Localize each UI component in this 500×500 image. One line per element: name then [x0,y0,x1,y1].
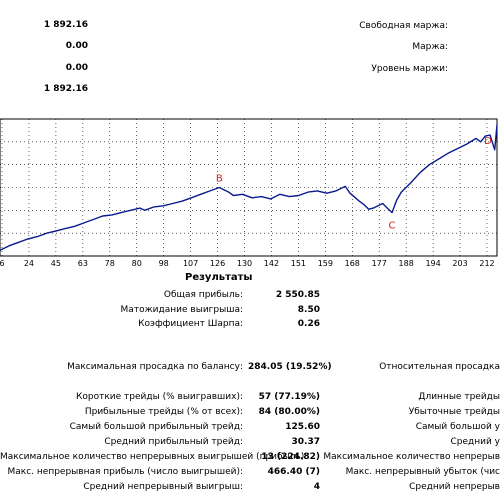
chart-x-axis: 6 24 45 63 78 80 98 107 126 130 142 151 159 168 177 188… [0,259,495,268]
profit-trades-value: 84 (80.00%) [258,407,320,417]
margin-label: Маржа: [412,42,448,52]
x-tick-label: 98 [159,259,169,268]
average-consecutive-wins-label: Средний непрерывный выигрыш: [83,482,243,492]
x-tick-label: 168 [345,259,360,268]
short-trades-value: 57 (77.19%) [258,392,320,402]
x-tick-label: 151 [291,259,306,268]
average-loss-trade-label: Средний у [450,437,500,447]
max-balance-drawdown-label: Максимальная просадка по балансу: [67,362,243,372]
x-tick-label: 130 [237,259,252,268]
max-consecutive-wins-value: 13 (224.82) [261,452,320,462]
max-consecutive-profit-value: 466.40 (7) [267,467,320,477]
average-profit-trade-label: Средний прибыльный трейд: [104,437,243,447]
average-consecutive-wins-value: 4 [313,482,320,492]
max-consecutive-wins-label: Максимальное количество непрерывных выиг… [0,452,308,462]
sharpe-value: 0.26 [297,319,320,329]
expected-payoff-label: Матожидание выигрыша: [120,305,243,315]
balance-chart-svg: 6 24 45 63 78 80 98 107 126 130 142 151 159 168 177 188… [0,118,498,268]
max-consecutive-loss-label: Макс. непрерывный убыток (чис [345,467,500,477]
chart-point-labels: B C D [216,136,492,232]
x-tick-label: 45 [51,259,61,268]
top-value-1: 1 892.16 [43,20,88,30]
results-title: Результаты [185,272,253,283]
point-label-c: C [389,221,396,232]
chart-series [0,124,498,251]
point-label-d: D [484,136,492,147]
top-value-2: 0.00 [65,41,88,51]
x-tick-label: 24 [24,259,34,268]
max-balance-drawdown-value: 284.05 (19.52%) [248,362,332,372]
top-value-4: 1 892.16 [43,84,88,94]
x-tick-label: 80 [132,259,142,268]
average-profit-trade-value: 30.37 [291,437,320,447]
x-tick-label: 142 [264,259,279,268]
margin-level-label: Уровень маржи: [371,64,448,74]
top-value-3: 0.00 [65,63,88,73]
x-tick-label: 6 [0,259,5,268]
average-consecutive-losses-label: Средний непрерыв [409,482,500,492]
largest-profit-trade-value: 125.60 [285,422,320,432]
max-consecutive-losses-label: Максимальное количество непрерыв [323,452,500,462]
sharpe-label: Коэффициент Шарпа: [138,319,243,329]
x-tick-label: 212 [479,259,494,268]
loss-trades-label: Убыточные трейды [408,407,500,417]
x-tick-label: 126 [210,259,225,268]
total-profit-label: Общая прибыль: [163,290,243,300]
expected-payoff-value: 8.50 [297,305,320,315]
max-consecutive-profit-label: Макс. непрерывная прибыль (число выигрыш… [7,467,243,477]
long-trades-label: Длинные трейды [418,392,500,402]
x-tick-label: 177 [372,259,387,268]
x-tick-label: 78 [105,259,115,268]
balance-line [0,124,498,251]
largest-loss-trade-label: Самый большой у [415,422,500,432]
x-tick-label: 188 [399,259,414,268]
point-label-b: B [216,174,223,185]
x-tick-label: 63 [78,259,88,268]
total-profit-value: 2 550.85 [275,290,320,300]
short-trades-label: Короткие трейды (% выигравших): [76,392,243,402]
balance-chart: 6 24 45 63 78 80 98 107 126 130 142 151 159 168 177 188… [0,113,500,273]
x-tick-label: 107 [183,259,198,268]
x-tick-label: 159 [318,259,333,268]
largest-profit-trade-label: Самый большой прибыльный трейд: [69,422,243,432]
x-tick-label: 203 [452,259,467,268]
relative-drawdown-label: Относительная просадка [379,362,500,372]
profit-trades-label: Прибыльные трейды (% от всех): [84,407,243,417]
x-tick-label: 194 [425,259,440,268]
free-margin-label: Свободная маржа: [359,21,448,31]
